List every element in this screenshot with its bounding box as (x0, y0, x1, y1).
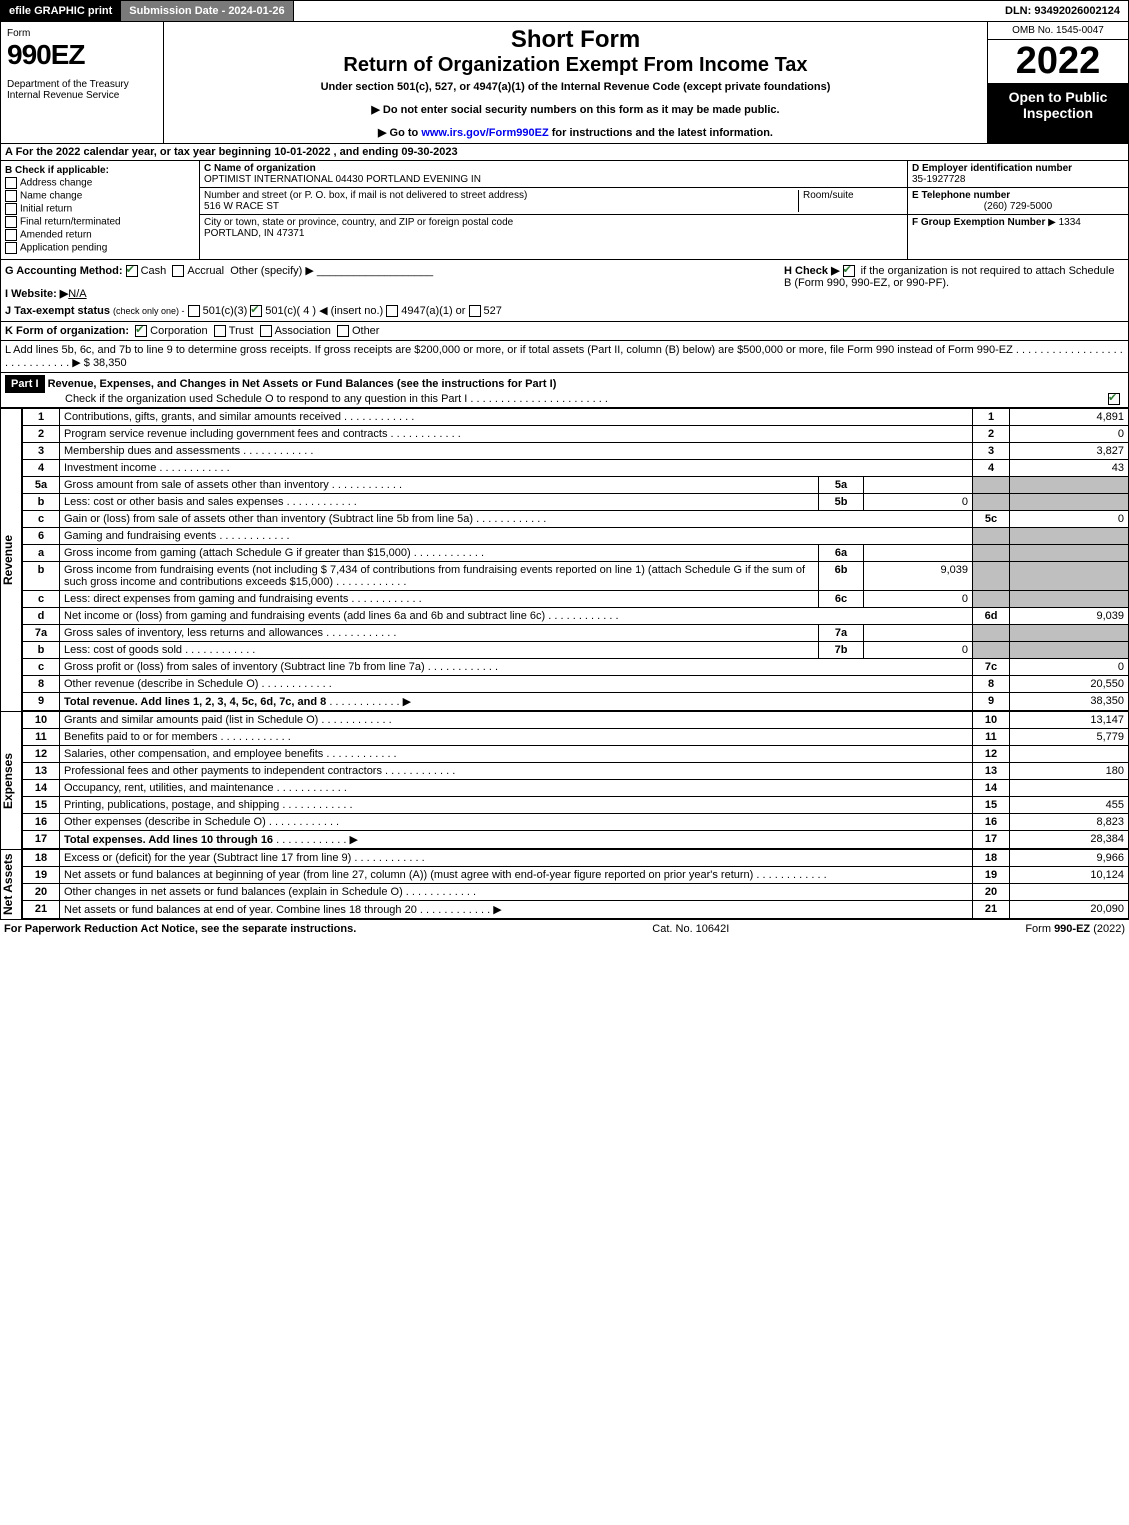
revenue-table: 1Contributions, gifts, grants, and simil… (22, 408, 1129, 711)
chk-other[interactable] (337, 325, 349, 337)
chk-501c[interactable] (250, 305, 262, 317)
line-L: L Add lines 5b, 6c, and 7b to line 9 to … (0, 341, 1129, 373)
col-D: D Employer identification number35-19277… (907, 161, 1128, 259)
netassets-section: Net Assets 18Excess or (deficit) for the… (0, 849, 1129, 919)
omb: OMB No. 1545-0047 (988, 22, 1128, 40)
form-ref: Form 990-EZ (2022) (1025, 923, 1125, 935)
top-bar: efile GRAPHIC print Submission Date - 20… (0, 0, 1129, 22)
street-label: Number and street (or P. O. box, if mail… (204, 190, 798, 201)
cat-no: Cat. No. 10642I (356, 923, 1025, 935)
col-C: C Name of organization OPTIMIST INTERNAT… (200, 161, 907, 259)
chk-H[interactable] (843, 265, 855, 277)
line-I: I Website: ▶N/A (5, 287, 776, 300)
expenses-vlabel: Expenses (0, 711, 22, 849)
title: Return of Organization Exempt From Incom… (168, 54, 983, 77)
grp-label: F Group Exemption Number (912, 217, 1045, 228)
chk-trust[interactable] (214, 325, 226, 337)
line-K: K Form of organization: Corporation Trus… (0, 322, 1129, 341)
org-name: OPTIMIST INTERNATIONAL 04430 PORTLAND EV… (204, 174, 903, 185)
chk-amended[interactable] (5, 229, 17, 241)
chk-pending[interactable] (5, 242, 17, 254)
chk-assoc[interactable] (260, 325, 272, 337)
chk-cash[interactable] (126, 265, 138, 277)
line-H: H Check ▶ if the organization is not req… (776, 264, 1124, 317)
footer: For Paperwork Reduction Act Notice, see … (0, 919, 1129, 938)
section-GHI: G Accounting Method: Cash Accrual Other … (0, 260, 1129, 322)
city-label: City or town, state or province, country… (204, 217, 903, 228)
netassets-table: 18Excess or (deficit) for the year (Subt… (22, 849, 1129, 919)
chk-address[interactable] (5, 177, 17, 189)
street: 516 W RACE ST (204, 201, 798, 212)
dln: DLN: 93492026002124 (997, 1, 1128, 21)
chk-final[interactable] (5, 216, 17, 228)
submission-date: Submission Date - 2024-01-26 (120, 1, 293, 21)
open-inspection: Open to Public Inspection (988, 83, 1128, 143)
chk-schO[interactable] (1108, 393, 1120, 405)
part1-header: Part I Revenue, Expenses, and Changes in… (0, 373, 1129, 408)
section-BCDEF: B Check if applicable: Address change Na… (0, 161, 1129, 260)
revenue-vlabel: Revenue (0, 408, 22, 711)
chk-527[interactable] (469, 305, 481, 317)
revenue-section: Revenue 1Contributions, gifts, grants, a… (0, 408, 1129, 711)
note2: ▶ Go to www.irs.gov/Form990EZ for instru… (168, 126, 983, 139)
ein: 35-1927728 (912, 174, 965, 185)
chk-accrual[interactable] (172, 265, 184, 277)
short-form: Short Form (168, 26, 983, 54)
form-number: 990EZ (7, 39, 157, 71)
chk-corp[interactable] (135, 325, 147, 337)
line-A: A For the 2022 calendar year, or tax yea… (0, 144, 1129, 161)
tel-label: E Telephone number (912, 190, 1010, 201)
room-label: Room/suite (798, 190, 903, 212)
chk-4947[interactable] (386, 305, 398, 317)
department: Department of the Treasury Internal Reve… (7, 79, 157, 101)
part1-badge: Part I (5, 375, 45, 393)
form-header: Form 990EZ Department of the Treasury In… (0, 22, 1129, 144)
expenses-section: Expenses 10Grants and similar amounts pa… (0, 711, 1129, 849)
ein-label: D Employer identification number (912, 163, 1072, 174)
C-name-label: C Name of organization (204, 163, 903, 174)
city: PORTLAND, IN 47371 (204, 228, 903, 239)
B-label: B Check if applicable: (5, 165, 195, 176)
chk-name[interactable] (5, 190, 17, 202)
chk-501c3[interactable] (188, 305, 200, 317)
netassets-vlabel: Net Assets (0, 849, 22, 919)
note1: ▶ Do not enter social security numbers o… (168, 103, 983, 116)
tax-year: 2022 (988, 40, 1128, 83)
form-label: Form (7, 28, 157, 39)
efile-label[interactable]: efile GRAPHIC print (1, 1, 120, 21)
subtitle: Under section 501(c), 527, or 4947(a)(1)… (168, 81, 983, 93)
expenses-table: 10Grants and similar amounts paid (list … (22, 711, 1129, 849)
tel: (260) 729-5000 (912, 201, 1124, 212)
line-G: G Accounting Method: Cash Accrual Other … (5, 264, 776, 277)
chk-initial[interactable] (5, 203, 17, 215)
col-B: B Check if applicable: Address change Na… (1, 161, 200, 259)
paperwork-notice: For Paperwork Reduction Act Notice, see … (4, 923, 356, 935)
irs-link[interactable]: www.irs.gov/Form990EZ (421, 127, 548, 139)
grp: ▶ 1334 (1048, 217, 1081, 228)
line-J: J Tax-exempt status (check only one) - 5… (5, 304, 776, 317)
